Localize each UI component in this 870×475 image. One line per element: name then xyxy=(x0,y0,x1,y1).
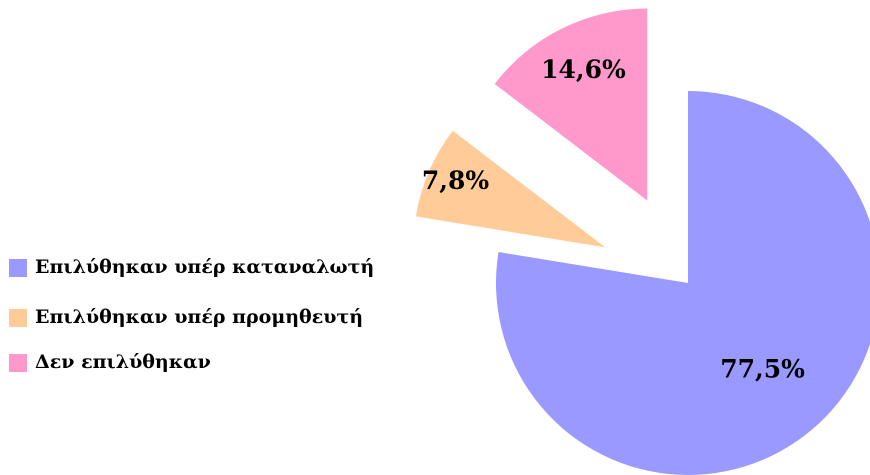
legend-label: Επιλύθηκαν υπέρ προμηθευτή xyxy=(35,306,363,328)
pie-slice xyxy=(494,8,648,201)
legend-label: Δεν επιλύθηκαν xyxy=(35,351,211,373)
data-label: 14,6% xyxy=(541,55,626,84)
pie-slice xyxy=(415,130,606,248)
pie-slice xyxy=(496,91,870,475)
legend-label: Επιλύθηκαν υπέρ καταναλωτή xyxy=(35,256,374,278)
legend-swatch xyxy=(9,354,27,372)
data-label: 77,5% xyxy=(720,354,805,383)
legend-swatch xyxy=(9,259,27,277)
legend-swatch xyxy=(9,309,27,327)
data-label: 7,8% xyxy=(422,166,489,195)
